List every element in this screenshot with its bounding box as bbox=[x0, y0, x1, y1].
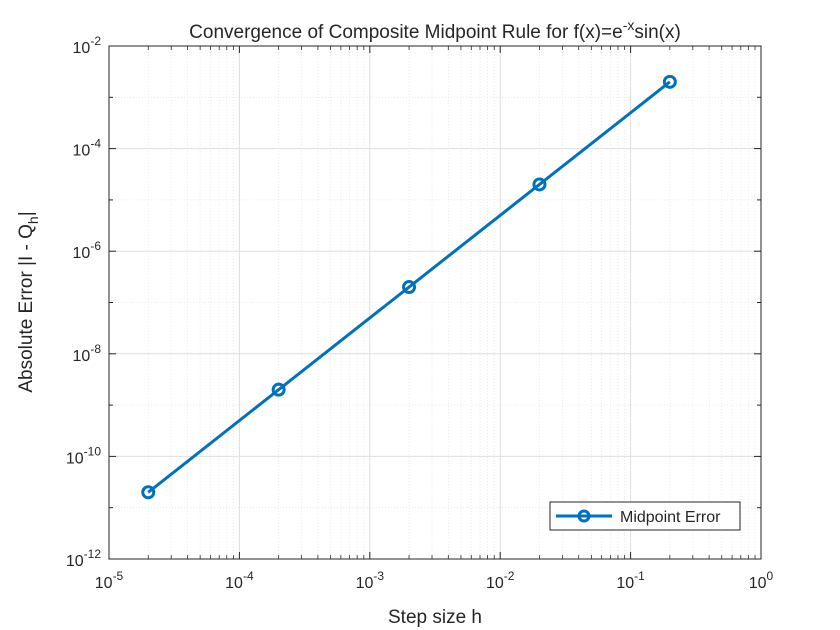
y-axis-label: Absolute Error |I - Qh| bbox=[16, 211, 41, 392]
y-tick-label: 10-4 bbox=[73, 137, 102, 160]
y-tick-label-exponent: -8 bbox=[90, 342, 101, 356]
y-tick-label: 10-10 bbox=[66, 444, 101, 467]
x-tick-label: 10-3 bbox=[356, 569, 385, 592]
y-tick-label: 10-8 bbox=[73, 342, 102, 365]
chart-title-end: sin(x) bbox=[634, 22, 680, 43]
y-tick-label-base: 10 bbox=[73, 143, 91, 160]
y-tick-label-base: 10 bbox=[66, 553, 84, 570]
x-tick-label-base: 10 bbox=[749, 575, 767, 592]
legend-label: Midpoint Error bbox=[620, 509, 721, 526]
chart-title-main: Convergence of Composite Midpoint Rule f… bbox=[189, 22, 623, 43]
y-axis-label-main: Absolute Error |I - Q bbox=[16, 224, 37, 393]
x-axis-label: Step size h bbox=[388, 607, 482, 628]
axis-ticks bbox=[108, 45, 762, 560]
x-tick-label-base: 10 bbox=[95, 575, 113, 592]
legend-marker-sample bbox=[577, 509, 591, 523]
y-tick-label-base: 10 bbox=[73, 348, 91, 365]
data-point-marker bbox=[532, 177, 547, 192]
x-tick-label-base: 10 bbox=[486, 575, 504, 592]
data-point-marker bbox=[271, 382, 286, 397]
series-line bbox=[147, 80, 671, 494]
chart-title: Convergence of Composite Midpoint Rule f… bbox=[189, 17, 681, 43]
y-tick-label-base: 10 bbox=[73, 40, 91, 57]
x-tick-label-base: 10 bbox=[356, 575, 374, 592]
y-tick-label-exponent: -12 bbox=[84, 547, 102, 561]
y-axis-label-end: | bbox=[16, 211, 37, 216]
data-point-marker bbox=[662, 74, 677, 89]
x-tick-label-exponent: -2 bbox=[504, 569, 515, 583]
x-tick-label-exponent: 0 bbox=[767, 569, 774, 583]
x-tick-label-base: 10 bbox=[616, 575, 634, 592]
y-axis-label-subscript: h bbox=[25, 216, 41, 224]
x-tick-label-exponent: -5 bbox=[113, 569, 124, 583]
chart-title-superscript: -x bbox=[623, 17, 635, 33]
y-tick-label-exponent: -10 bbox=[84, 444, 102, 458]
legend: Midpoint Error bbox=[549, 501, 741, 531]
x-tick-labels: 10-5 10-4 10-3 10-2 10-1 100 bbox=[95, 569, 774, 592]
x-tick-label: 10-5 bbox=[95, 569, 124, 592]
x-tick-label-exponent: -3 bbox=[373, 569, 384, 583]
x-tick-label-base: 10 bbox=[225, 575, 243, 592]
x-tick-label: 10-4 bbox=[225, 569, 254, 592]
y-tick-label-base: 10 bbox=[66, 450, 84, 467]
y-tick-label: 10-2 bbox=[73, 34, 102, 57]
y-tick-label: 10-6 bbox=[73, 239, 102, 262]
x-tick-label: 10-1 bbox=[616, 569, 645, 592]
data-point-marker bbox=[402, 280, 417, 295]
series-layer bbox=[141, 74, 677, 500]
y-tick-label-exponent: -4 bbox=[90, 137, 101, 151]
data-point-marker bbox=[141, 485, 156, 500]
x-tick-label: 10-2 bbox=[486, 569, 515, 592]
x-tick-label-exponent: -1 bbox=[634, 569, 645, 583]
y-tick-label-base: 10 bbox=[73, 245, 91, 262]
y-tick-label: 10-12 bbox=[66, 547, 101, 570]
x-tick-label: 100 bbox=[749, 569, 774, 592]
plot-area bbox=[109, 46, 761, 559]
y-tick-label-exponent: -6 bbox=[90, 239, 101, 253]
y-tick-label-exponent: -2 bbox=[90, 34, 101, 48]
x-tick-label-exponent: -4 bbox=[243, 569, 254, 583]
